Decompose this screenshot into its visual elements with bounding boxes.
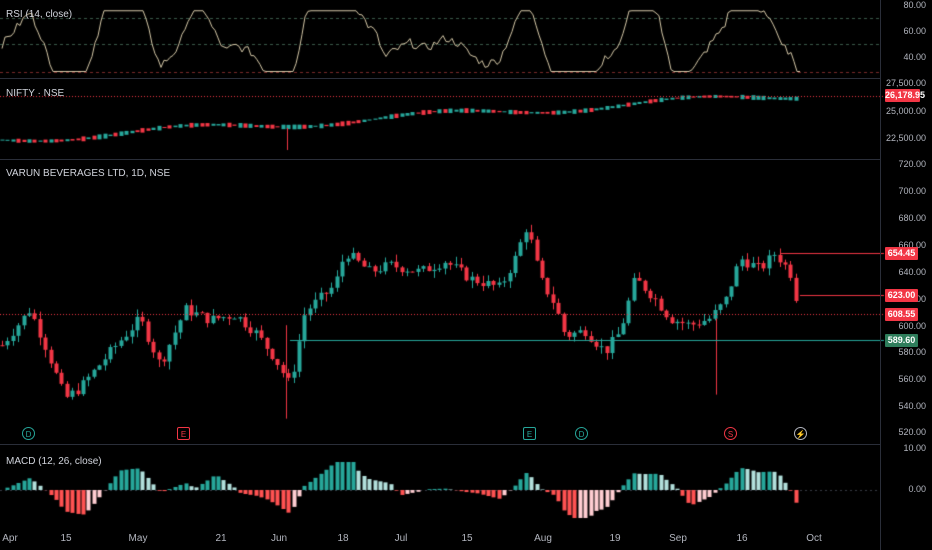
macd-title[interactable]: MACD (12, 26, close) (6, 456, 102, 467)
date-axis-label: Apr (2, 533, 18, 544)
date-axis-label: May (128, 533, 148, 544)
nifty-axis-label: 25,000.00 (885, 106, 926, 116)
date-axis-label: 19 (609, 533, 621, 544)
pane-separator-nifty[interactable] (0, 159, 880, 160)
rsi-title[interactable]: RSI (14, close) (6, 9, 73, 20)
lightning-event-icon[interactable]: ⚡ (794, 427, 807, 440)
date-axis-label: 16 (736, 533, 748, 544)
price-axis-label: 560.00 (898, 374, 926, 384)
alert-price-tag[interactable]: 589.60 (885, 334, 918, 347)
price-axis-label: 680.00 (898, 213, 926, 223)
pane-separator-main[interactable] (0, 444, 880, 445)
nifty-axis-label: 27,500.00 (885, 78, 926, 88)
date-axis-label: Sep (669, 533, 687, 544)
date-axis-label: Oct (806, 533, 822, 544)
alert-price-tag[interactable]: 623.00 (885, 289, 918, 302)
pane-separator-rsi[interactable] (0, 78, 880, 79)
rsi-axis-label: 80.00 (903, 0, 926, 10)
date-axis-label: 21 (215, 533, 227, 544)
price-axis-label: 660.00 (898, 240, 926, 250)
date-axis-label: Jul (394, 533, 408, 544)
earnings-marker-icon[interactable]: E (177, 427, 190, 440)
date-axis-label: 15 (60, 533, 72, 544)
price-axis-label: 700.00 (898, 186, 926, 196)
date-axis-label: 18 (337, 533, 349, 544)
date-axis-label: Jun (270, 533, 288, 544)
rsi-axis-label: 40.00 (903, 52, 926, 62)
dividend-marker-icon[interactable]: D (575, 427, 588, 440)
macd-axis-label: 0.00 (908, 484, 926, 494)
split-marker-icon[interactable]: S (724, 427, 737, 440)
last-price-tag: 608.55 (885, 308, 918, 321)
dividend-marker-icon[interactable]: D (22, 427, 35, 440)
price-axis-label: 580.00 (898, 347, 926, 357)
price-axis-label: 600.00 (898, 321, 926, 331)
price-axis-label: 720.00 (898, 159, 926, 169)
price-axis-separator (880, 0, 881, 550)
nifty-last-price-tag: 26,178.95 (885, 89, 926, 102)
price-axis-label: 640.00 (898, 267, 926, 277)
earnings-marker-icon[interactable]: E (523, 427, 536, 440)
macd-axis-label: 10.00 (903, 443, 926, 453)
date-axis-label: Aug (534, 533, 552, 544)
rsi-axis-label: 60.00 (903, 26, 926, 36)
date-axis-label: 15 (461, 533, 473, 544)
main-chart-title[interactable]: VARUN BEVERAGES LTD, 1D, NSE (6, 168, 171, 179)
nifty-title[interactable]: NIFTY · NSE (6, 88, 65, 99)
price-axis-label: 520.00 (898, 427, 926, 437)
price-axis-label: 540.00 (898, 401, 926, 411)
nifty-axis-label: 22,500.00 (885, 133, 926, 143)
alert-price-tag[interactable]: 654.45 (885, 247, 918, 260)
